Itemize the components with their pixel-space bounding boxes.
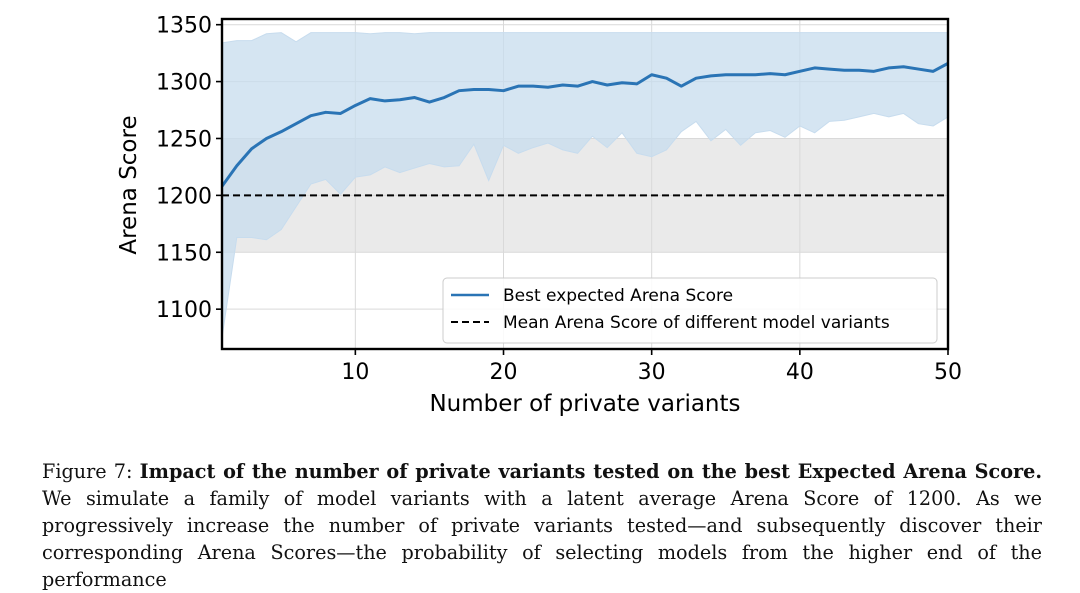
x-tick-label-50: 50	[934, 360, 962, 385]
y-tick-label-1300: 1300	[156, 71, 212, 96]
caption-label: Figure 7:	[42, 460, 133, 483]
legend: Best expected Arena Score Mean Arena Sco…	[442, 277, 938, 344]
plot-content	[222, 19, 948, 349]
y-tick-label-1250: 1250	[156, 127, 212, 152]
x-tick-label-30: 30	[638, 360, 666, 385]
plot-frame	[220, 17, 950, 351]
legend-label-mean: Mean Arena Score of different model vari…	[503, 313, 890, 333]
caption-body: We simulate a family of model variants w…	[42, 487, 1042, 591]
confidence-band	[222, 32, 948, 338]
legend-frame	[442, 277, 938, 344]
x-tick-label-10: 10	[341, 360, 369, 385]
y-tick-label-1350: 1350	[156, 14, 212, 39]
axis-ticks: 10 20 30 40 50 1100 1150 1200 1250 1300 1350	[156, 14, 962, 385]
y-axis-label: Arena Score	[116, 115, 142, 254]
best-score-line	[222, 62, 948, 188]
figure-caption: Figure 7: Impact of the number of privat…	[42, 458, 1042, 593]
y-tick-label-1100: 1100	[156, 298, 212, 323]
x-tick-label-20: 20	[490, 360, 518, 385]
x-tick-label-40: 40	[786, 360, 814, 385]
y-tick-label-1200: 1200	[156, 184, 212, 209]
y-tick-label-1150: 1150	[156, 241, 212, 266]
caption-title: Impact of the number of private variants…	[139, 460, 1043, 483]
x-axis-label: Number of private variants	[429, 391, 740, 417]
chart-figure: 10 20 30 40 50 1100 1150 1200 1250 1300 1350 Numbe…	[116, 14, 962, 417]
plot-area	[220, 17, 950, 351]
legend-label-best: Best expected Arena Score	[503, 286, 733, 306]
